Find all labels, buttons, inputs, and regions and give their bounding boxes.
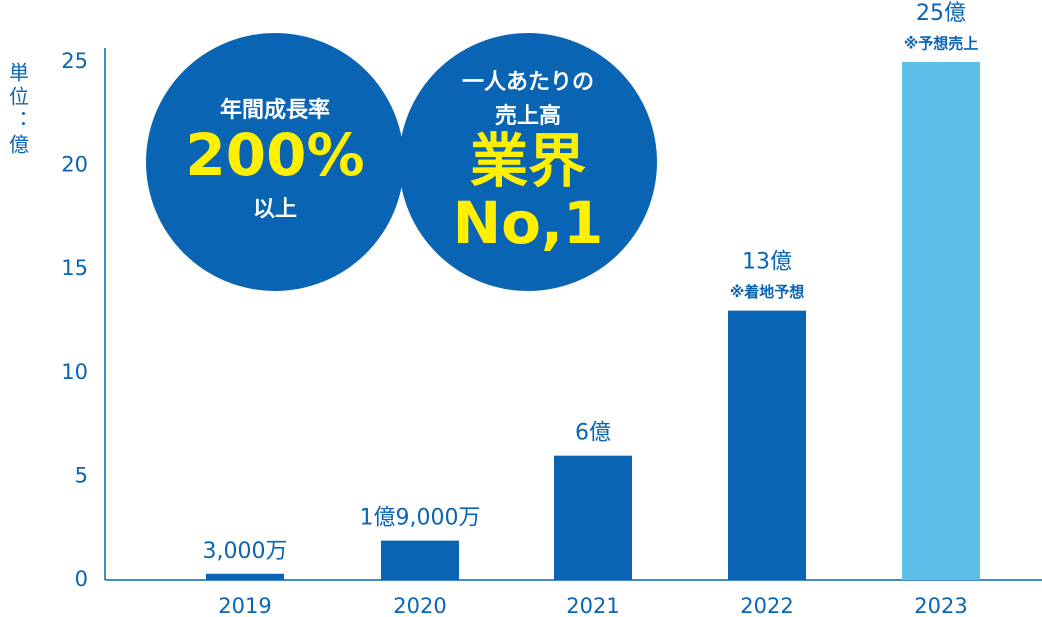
bar-note: ※着地予想 bbox=[730, 283, 805, 301]
x-tick-label: 2022 bbox=[740, 594, 793, 617]
y-tick-label: 20 bbox=[61, 153, 88, 177]
y-tick-label: 0 bbox=[75, 567, 88, 591]
x-tick-label: 2020 bbox=[393, 594, 446, 617]
value-label: 6億 bbox=[575, 421, 611, 446]
bar bbox=[381, 540, 459, 580]
badge-text: 一人あたりの bbox=[462, 70, 594, 95]
badge-text: 年間成長率 bbox=[220, 97, 330, 123]
y-tick-label: 15 bbox=[61, 256, 88, 280]
bar bbox=[554, 455, 632, 580]
y-tick-label: 5 bbox=[75, 463, 88, 487]
value-label: 13億 bbox=[742, 250, 792, 275]
y-axis-label: 単位：億 bbox=[6, 62, 30, 158]
x-tick-label: 2023 bbox=[914, 594, 967, 617]
value-label: 1億9,000万 bbox=[360, 506, 481, 531]
badge-text: No,1 bbox=[453, 189, 604, 257]
badge-text: 以上 bbox=[253, 197, 297, 222]
y-tick-label: 25 bbox=[61, 49, 88, 73]
badge-text: 200% bbox=[185, 121, 364, 189]
badge-text: 売上高 bbox=[495, 103, 561, 129]
badge-circle bbox=[146, 33, 404, 291]
value-label: 25億 bbox=[916, 1, 966, 26]
bar bbox=[206, 573, 284, 580]
x-tick-label: 2019 bbox=[218, 594, 271, 617]
badge-circle bbox=[399, 33, 657, 291]
value-label: 3,000万 bbox=[203, 539, 288, 564]
x-tick-label: 2021 bbox=[566, 594, 619, 617]
bar-note: ※予想売上 bbox=[904, 35, 979, 53]
bar bbox=[902, 62, 980, 580]
badge-text: 業界 bbox=[470, 127, 586, 195]
bar bbox=[728, 310, 806, 580]
y-tick-label: 10 bbox=[61, 360, 88, 384]
